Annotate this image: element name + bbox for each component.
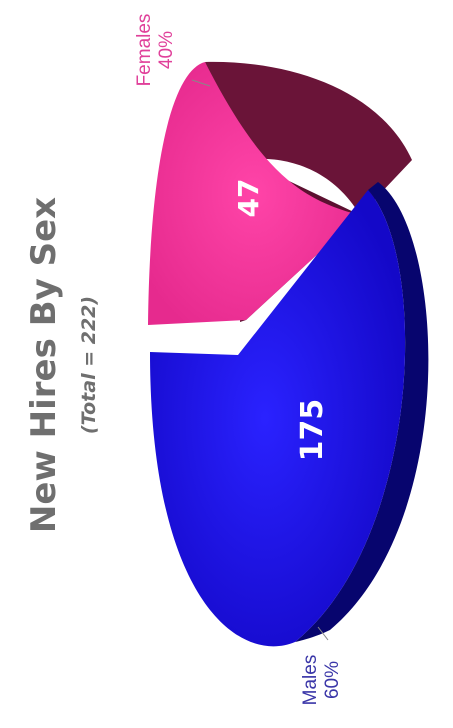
slice-males-top [150,190,406,647]
chart-subtitle: (Total = 222) [78,296,100,434]
slice-females-side [205,61,412,215]
percent-label-males: 60% [322,661,343,699]
leader-line-females [191,79,211,87]
category-label-females: Females [134,14,155,87]
chart-title: New Hires By Sex [24,197,64,533]
slice-males [150,182,429,647]
value-label-females: 47 [232,179,265,218]
leader-line-males [317,626,329,641]
value-label-males: 175 [295,399,330,462]
category-label-males: Males [300,655,321,706]
slice-females [148,61,412,325]
slice-males-side [295,182,429,642]
percent-label-females: 40% [156,31,177,69]
slice-females-top [148,62,360,325]
